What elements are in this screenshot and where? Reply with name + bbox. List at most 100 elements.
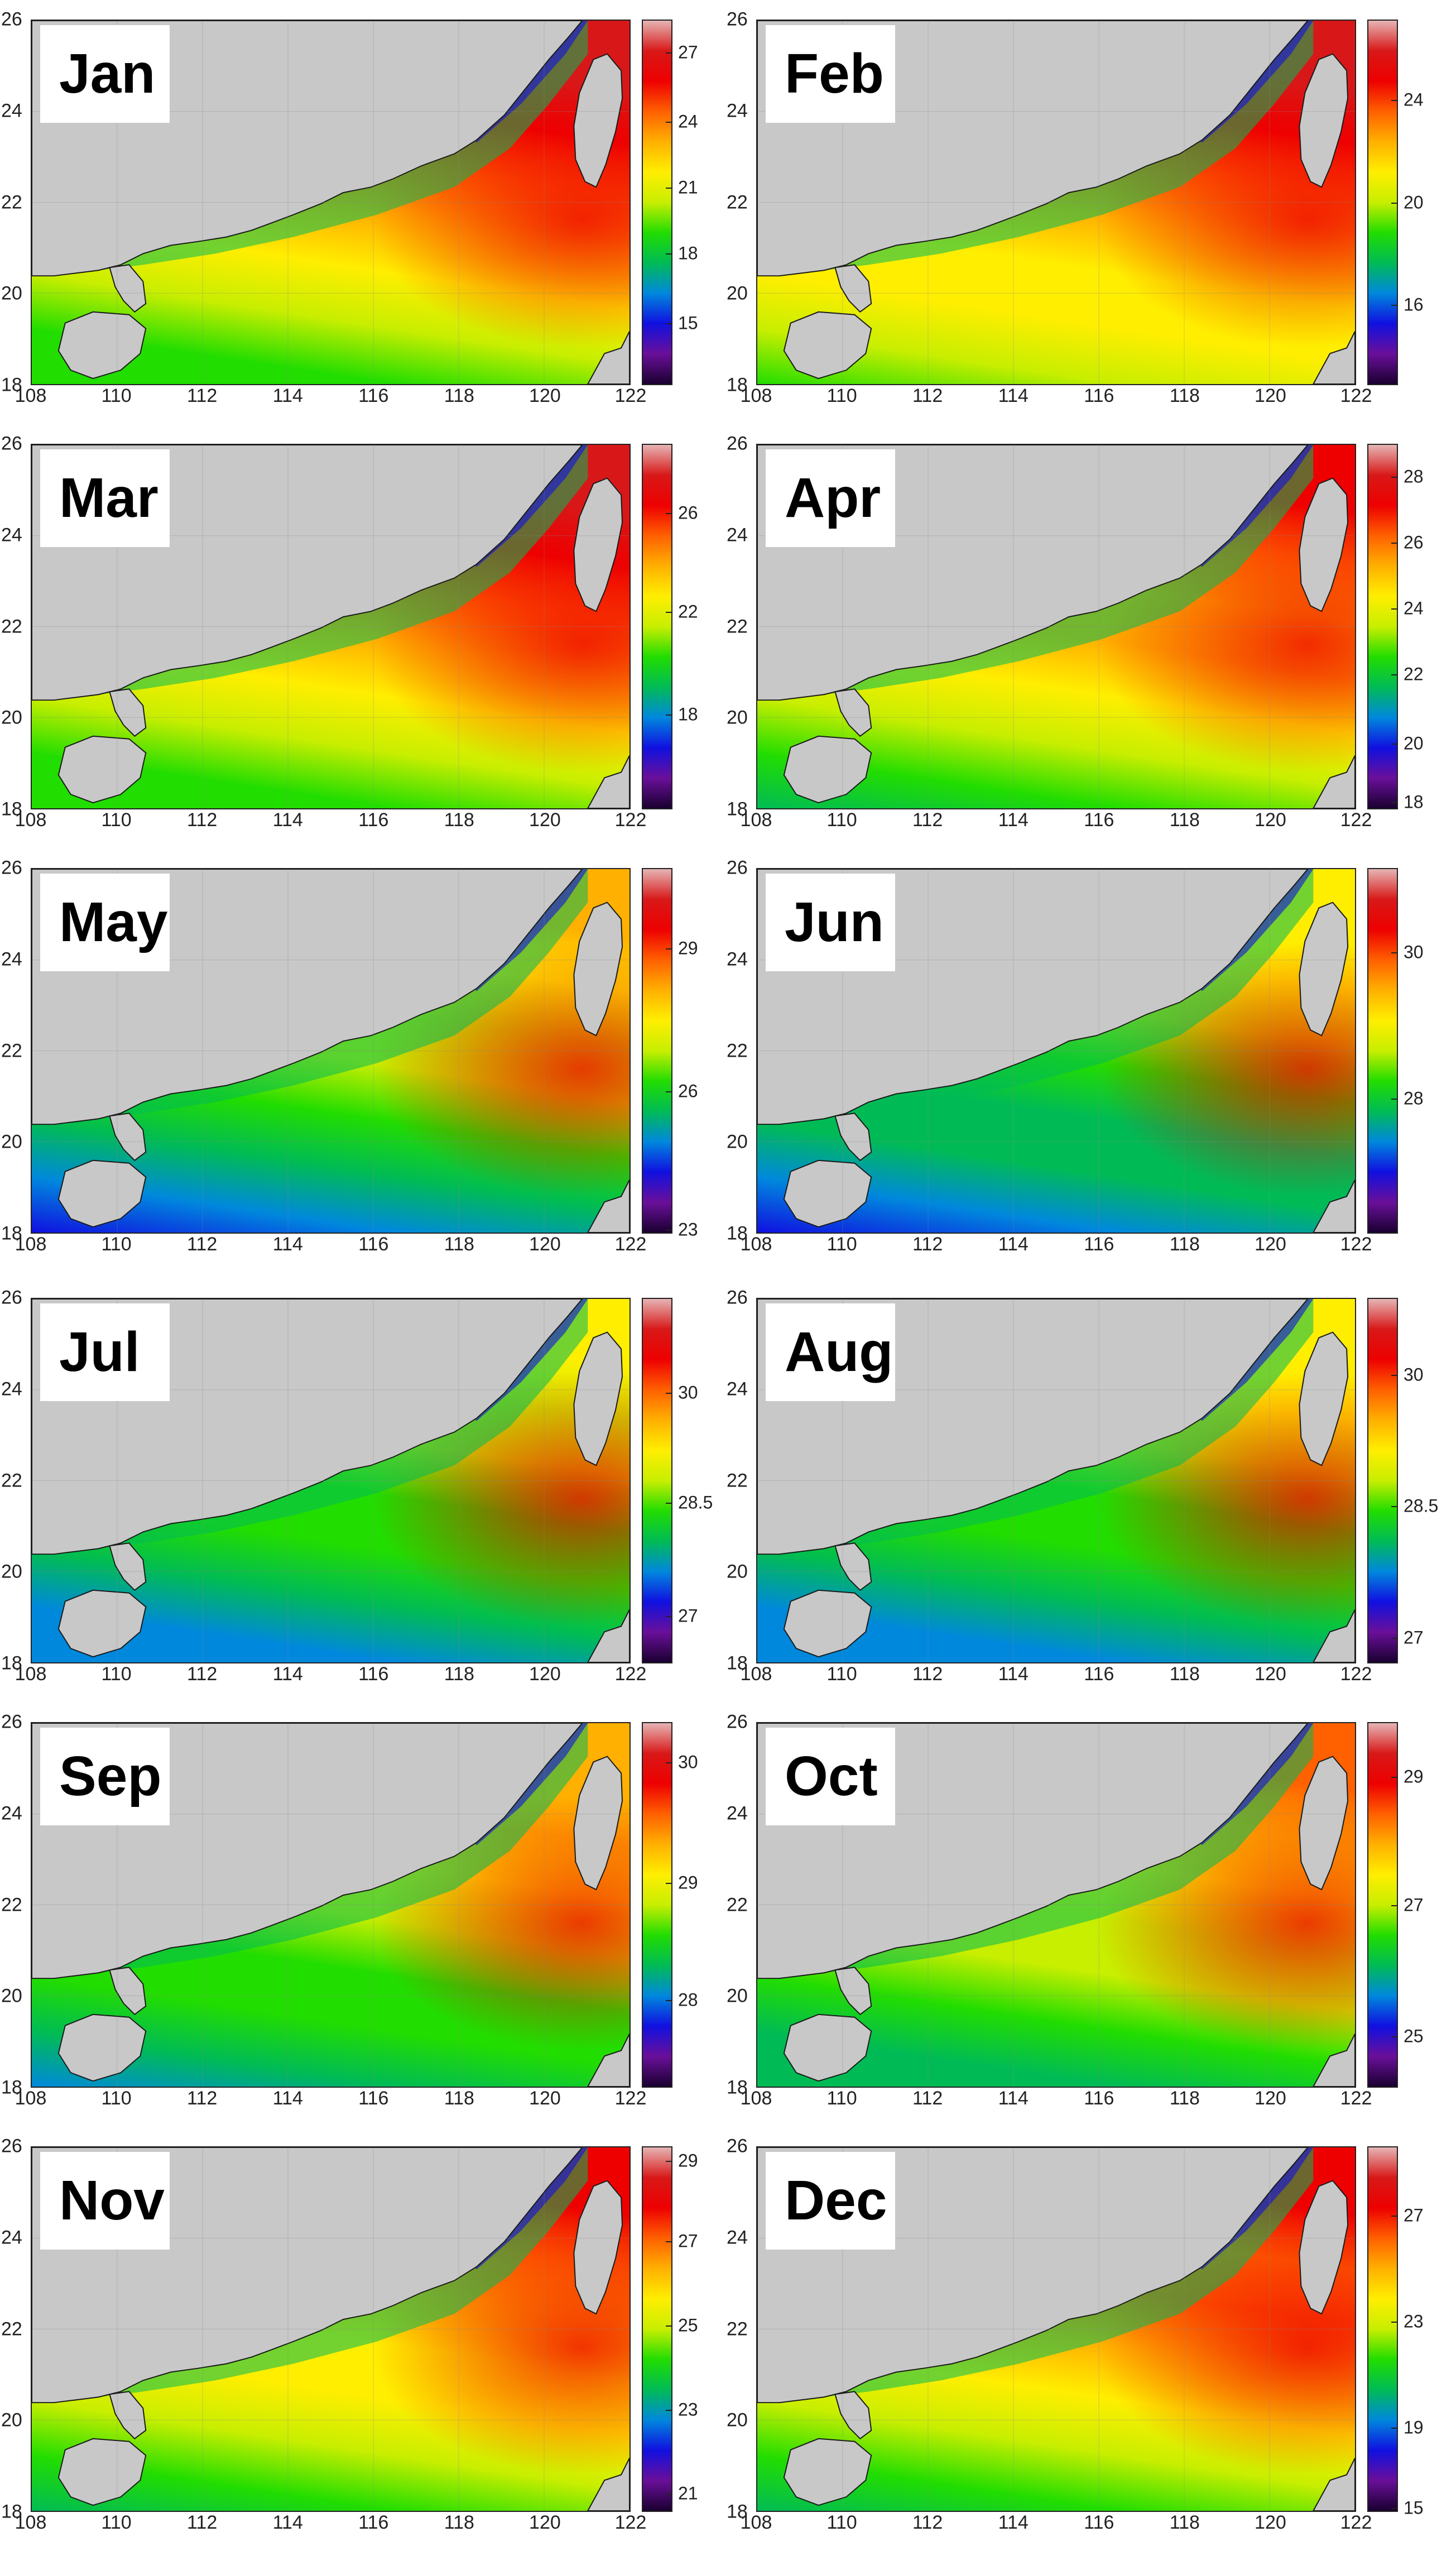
leizhou-peninsula [109, 2391, 147, 2440]
leizhou-peninsula [109, 1967, 147, 2016]
y-tick-label: 18 [727, 2501, 748, 2523]
leizhou-peninsula [109, 264, 147, 313]
leizhou-peninsula [834, 688, 872, 737]
colorbar [642, 2146, 672, 2512]
y-tick-label: 24 [1, 2227, 22, 2248]
taiwan-island [1299, 53, 1349, 188]
x-tick-label: 114 [272, 2512, 303, 2533]
x-tick-label: 112 [187, 2512, 218, 2533]
x-tick-label: 114 [272, 1663, 303, 1685]
x-tick-label: 118 [444, 2088, 474, 2109]
y-tick-label: 20 [727, 2409, 748, 2431]
hainan-island [783, 2438, 872, 2506]
hainan-island [783, 1589, 872, 1658]
luzon-coast [1313, 1179, 1355, 1233]
luzon-coast [1313, 331, 1355, 384]
taiwan-island [573, 1756, 623, 1891]
colorbar-tick-label: 30 [678, 1382, 698, 1403]
taiwan-island [573, 2180, 623, 2315]
colorbar-tick-label: 23 [678, 1219, 698, 1240]
y-tick-label: 26 [1, 1711, 22, 1733]
hainan-island [57, 2438, 147, 2506]
x-tick-label: 110 [826, 385, 857, 406]
colorbar-tick [666, 1762, 672, 1764]
x-tick-label: 120 [529, 809, 561, 831]
colorbar [1367, 868, 1398, 1234]
y-tick-label: 22 [1, 2318, 22, 2339]
colorbar-tick [666, 2325, 672, 2327]
taiwan-island [1299, 1756, 1349, 1891]
colorbar-tick-label: 20 [1404, 733, 1424, 754]
y-tick-label: 24 [727, 1378, 748, 1400]
month-label: Jul [40, 1303, 170, 1401]
colorbar-tick [1391, 476, 1398, 478]
colorbar-tick-label: 25 [678, 2315, 698, 2336]
x-tick-label: 120 [529, 2088, 561, 2109]
hainan-island [57, 735, 147, 804]
colorbar-tick [666, 1502, 672, 1504]
month-label: Sep [40, 1728, 170, 1825]
x-tick-label: 116 [358, 2512, 389, 2533]
colorbar-tick-label: 29 [1404, 1766, 1424, 1787]
x-tick-label: 114 [272, 2088, 303, 2109]
x-tick-label: 112 [187, 1663, 218, 1685]
colorbar-tick-label: 28.5 [678, 1492, 713, 1513]
colorbar-tick-label: 27 [678, 42, 698, 63]
colorbar-tick [666, 1999, 672, 2001]
x-tick-label: 116 [1084, 385, 1114, 406]
colorbar-tick [1391, 1638, 1398, 1639]
x-tick-label: 110 [101, 2512, 132, 2533]
x-tick-label: 108 [15, 1663, 47, 1685]
colorbar-tick [1391, 2428, 1398, 2429]
taiwan-island [573, 1331, 623, 1466]
map-panel-mar: Mar 108 110 112 114 116 118 120 122 26 24 22 20 18 26 2… [0, 424, 725, 848]
x-tick-label: 118 [1169, 2088, 1200, 2109]
y-tick-label: 20 [1, 1561, 22, 1583]
colorbar-tick-label: 29 [678, 2150, 698, 2171]
y-tick-label: 22 [727, 1894, 748, 1915]
x-tick-label: 120 [1255, 2088, 1286, 2109]
y-tick-label: 18 [1, 374, 22, 396]
colorbar [642, 444, 672, 809]
hainan-island [783, 311, 872, 380]
x-tick-label: 114 [272, 1234, 303, 1255]
x-tick-label: 118 [1169, 385, 1200, 406]
colorbar [642, 868, 672, 1234]
map-panel-feb: Feb 108 110 112 114 116 118 120 122 26 24 22 20 18 24 2… [725, 0, 1451, 424]
colorbar-tick-label: 15 [1404, 2497, 1424, 2518]
leizhou-peninsula [834, 264, 872, 313]
y-tick-label: 20 [1, 282, 22, 304]
month-label: Nov [40, 2152, 170, 2250]
x-tick-label: 120 [529, 2512, 561, 2533]
colorbar-tick-label: 25 [1404, 2026, 1424, 2046]
month-label: Jun [766, 874, 895, 971]
colorbar-tick [666, 2161, 672, 2162]
taiwan-island [1299, 2180, 1349, 2315]
colorbar-tick [666, 323, 672, 324]
colorbar-tick-label: 24 [1404, 598, 1424, 618]
colorbar [1367, 444, 1398, 809]
luzon-coast [1313, 755, 1355, 808]
colorbar-tick-label: 30 [1404, 942, 1424, 962]
sst-field [757, 21, 1355, 384]
colorbar-tick [1391, 1506, 1398, 1508]
colorbar [1367, 2146, 1398, 2512]
y-tick-label: 24 [727, 100, 748, 122]
colorbar-tick-label: 29 [678, 938, 698, 958]
x-tick-label: 122 [614, 2088, 647, 2109]
hainan-island [57, 2013, 147, 2082]
colorbar-tick [1391, 202, 1398, 204]
luzon-coast [1313, 2458, 1355, 2511]
y-tick-label: 22 [1, 1040, 22, 1061]
colorbar-tick-label: 24 [1404, 89, 1424, 110]
luzon-coast [587, 1609, 630, 1662]
x-tick-label: 108 [15, 2088, 47, 2109]
month-label: Feb [766, 25, 895, 123]
x-tick-label: 116 [1084, 2088, 1114, 2109]
y-tick-label: 20 [727, 1561, 748, 1583]
x-tick-label: 122 [614, 2512, 647, 2533]
x-tick-label: 108 [15, 385, 47, 406]
colorbar-tick [1391, 304, 1398, 306]
y-tick-label: 22 [1, 191, 22, 213]
taiwan-island [1299, 477, 1349, 612]
